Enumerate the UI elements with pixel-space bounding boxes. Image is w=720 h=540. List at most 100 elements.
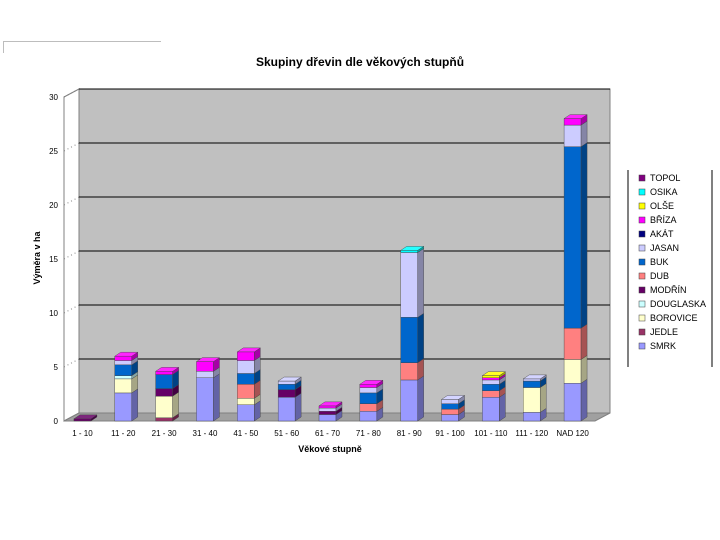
bar-segment-side <box>417 375 424 422</box>
x-tick-label: 51 - 60 <box>274 429 299 438</box>
x-tick-label: 71 - 80 <box>356 429 381 438</box>
legend-label: JASAN <box>650 243 679 253</box>
bar-segment <box>114 356 132 361</box>
gridline-side <box>63 250 80 260</box>
legend-swatch <box>638 174 646 182</box>
bar-segment <box>237 373 255 385</box>
legend-swatch <box>638 230 646 238</box>
legend: TOPOL OSIKA OLŠE BŘÍZA AKÁT JASAN BUK DUB MODŘÍN… <box>627 170 713 367</box>
bar-top <box>318 401 343 407</box>
bar-top <box>481 371 507 376</box>
x-tick-label: NAD 120 <box>556 429 589 438</box>
bar-segment <box>318 414 337 422</box>
bar-segment-side <box>294 392 302 422</box>
bar-segment-side <box>580 378 588 422</box>
bar-segment <box>359 384 378 388</box>
bar-segment <box>523 412 541 422</box>
bar-top <box>440 395 466 400</box>
bar-top <box>114 352 139 357</box>
bar-segment <box>523 380 541 388</box>
bar-segment <box>400 250 418 253</box>
bar-segment-side <box>580 323 588 360</box>
y-tick-label: 0 <box>54 417 59 426</box>
bar-top <box>73 414 98 420</box>
y-tick-label: 10 <box>49 309 58 318</box>
gridline-side <box>63 358 80 368</box>
gridline-side <box>63 196 80 206</box>
x-tick-label: 81 - 90 <box>397 429 422 438</box>
bar-segment <box>482 384 500 391</box>
legend-swatch <box>638 272 646 280</box>
bar-segment <box>359 411 378 422</box>
x-tick-label: 101 - 110 <box>474 429 508 438</box>
legend-label: DUB <box>650 271 669 281</box>
gridline-side <box>63 88 80 98</box>
chart-frame-corner <box>3 41 161 53</box>
bar-segment <box>114 364 132 376</box>
x-tick-label: 91 - 100 <box>435 429 465 438</box>
bar-segment-side <box>213 373 220 422</box>
x-tick-label: 61 - 70 <box>315 429 340 438</box>
bar-segment <box>482 397 500 422</box>
bar-segment <box>523 387 541 413</box>
legend-label: JEDLE <box>650 327 678 337</box>
bar-segment <box>237 384 255 399</box>
bar-segment <box>155 374 173 389</box>
bar-segment-side <box>540 383 547 413</box>
bar-segment <box>563 146 582 329</box>
bar-segment <box>114 360 132 366</box>
bar-segment <box>400 317 418 363</box>
bar-segment <box>563 118 582 126</box>
bar-segment <box>441 414 459 422</box>
bar-segment <box>441 403 459 410</box>
bar-segment <box>196 371 214 379</box>
bar-segment <box>359 392 378 404</box>
x-tick-label: 111 - 120 <box>515 429 548 438</box>
bar-segment <box>359 387 378 394</box>
bar-segment <box>155 388 173 397</box>
x-tick-label: 31 - 40 <box>193 429 218 438</box>
bar-segment <box>237 351 255 361</box>
y-tick-label: 30 <box>49 93 58 102</box>
bar-segment <box>441 408 459 415</box>
x-tick-label: 21 - 30 <box>152 429 177 438</box>
legend-swatch <box>638 328 646 336</box>
bar-segment <box>155 371 173 375</box>
bar-segment <box>196 361 214 372</box>
legend-swatch <box>638 216 646 224</box>
y-axis-label: Výměra v ha <box>32 230 42 284</box>
bar-segment <box>277 397 296 422</box>
bar-segment <box>441 399 459 404</box>
y-tick-label: 15 <box>49 255 58 264</box>
x-tick-label: 1 - 10 <box>72 429 93 438</box>
bar-segment <box>359 403 378 412</box>
legend-label: MODŘÍN <box>650 285 687 295</box>
bar-segment <box>563 383 582 422</box>
legend-swatch <box>638 342 646 350</box>
bar-segment <box>114 375 132 380</box>
legend-label: DOUGLASKA <box>650 299 706 309</box>
plot-area: 0 5 10 15 20 25 30 1 - 10 11 - 20 21 - 30 31 - 40 4… <box>49 88 611 438</box>
bar-segment <box>400 379 418 422</box>
bar-top <box>236 347 261 353</box>
bar-segment <box>73 418 92 422</box>
bar-top <box>154 367 180 372</box>
bar-top <box>522 374 547 380</box>
bar-segment-side <box>172 391 179 419</box>
legend-label: TOPOL <box>650 173 680 183</box>
legend-label: OLŠE <box>650 201 674 211</box>
bar-segment <box>277 389 296 398</box>
bar-segment <box>114 378 132 394</box>
x-tick-label: 41 - 50 <box>233 429 258 438</box>
bar-segment <box>318 411 337 415</box>
bar-segment <box>237 404 255 422</box>
bar-segment <box>155 417 173 422</box>
bar-segment <box>318 407 337 412</box>
bar-top <box>400 246 425 251</box>
bar-segment <box>563 124 582 147</box>
legend-swatch <box>638 300 646 308</box>
legend-swatch <box>638 202 646 210</box>
bar-segment <box>523 378 541 382</box>
bar-segment <box>400 252 418 318</box>
legend-swatch <box>638 188 646 196</box>
